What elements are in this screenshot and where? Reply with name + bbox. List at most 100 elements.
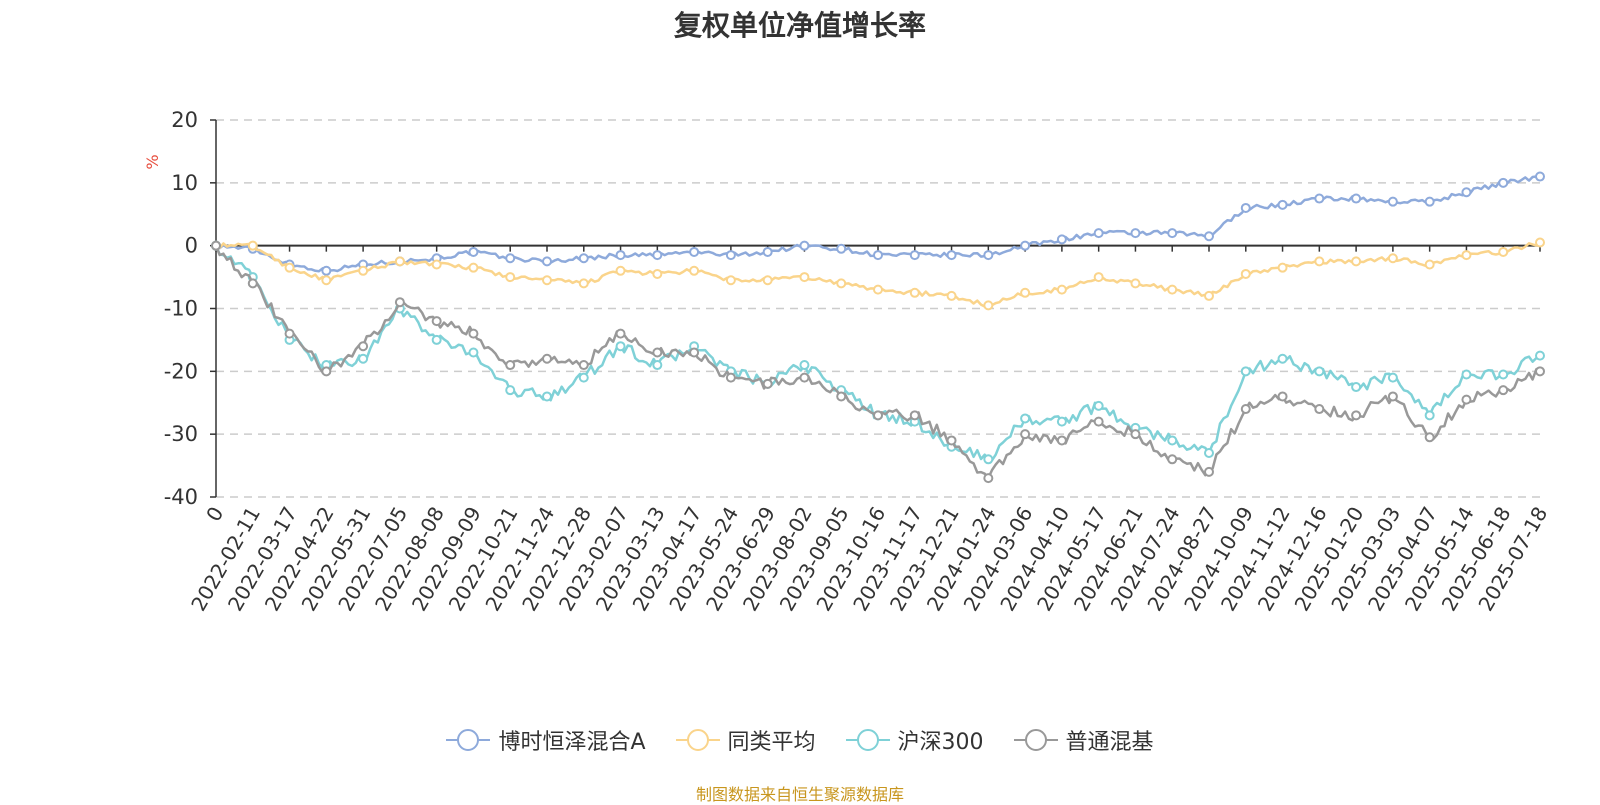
- data-point: [1093, 228, 1104, 239]
- legend-label: 同类平均: [727, 730, 816, 755]
- y-tick-label: -40: [164, 485, 198, 509]
- data-point: [799, 272, 810, 283]
- legend-label: 沪深300: [897, 730, 984, 755]
- data-point: [1498, 369, 1509, 380]
- series-line: [214, 245, 1541, 462]
- data-point: [1314, 366, 1325, 377]
- data-point: [1424, 410, 1435, 421]
- data-point: [946, 290, 957, 301]
- data-point: [1093, 400, 1104, 411]
- data-point: [983, 300, 994, 311]
- y-tick-label: -30: [164, 422, 198, 446]
- grid-layer: [216, 119, 1540, 498]
- data-point: [505, 272, 516, 283]
- data-point: [468, 262, 479, 273]
- y-tick-label: 20: [171, 108, 198, 132]
- data-point: [725, 250, 736, 261]
- data-point: [1056, 435, 1067, 446]
- y-tick-label: -20: [164, 359, 198, 383]
- data-point: [1498, 385, 1509, 396]
- data-point: [542, 391, 552, 402]
- x-tick-label: 0: [201, 503, 228, 526]
- data-point: [358, 341, 369, 352]
- data-point: [652, 347, 663, 358]
- data-point: [394, 297, 405, 308]
- data-point: [1204, 290, 1214, 301]
- data-point: [358, 265, 369, 276]
- series-0: [211, 171, 1545, 276]
- y-tick-label: 10: [171, 171, 198, 195]
- data-point: [873, 410, 883, 421]
- data-point: [358, 353, 369, 364]
- data-point: [689, 265, 700, 276]
- data-point: [1167, 454, 1178, 465]
- data-point: [1461, 369, 1472, 380]
- series-layer: [211, 171, 1545, 484]
- data-point: [578, 360, 589, 371]
- data-point: [1093, 272, 1104, 283]
- data-point: [1277, 199, 1288, 210]
- chart-title: 复权单位净值增长率: [673, 9, 926, 42]
- data-point: [1535, 366, 1545, 377]
- data-point: [1204, 231, 1214, 242]
- data-point: [1351, 193, 1362, 204]
- legend-label: 普通混基: [1065, 730, 1154, 755]
- data-point: [1240, 268, 1251, 279]
- series-3: [211, 240, 1545, 484]
- source-note: 制图数据来自恒生聚源数据库: [695, 785, 904, 804]
- data-point: [247, 278, 258, 289]
- data-point: [468, 328, 479, 339]
- data-point: [284, 328, 295, 339]
- circle-line-icon: [1013, 729, 1058, 751]
- legend-item[interactable]: 同类平均: [675, 724, 816, 756]
- data-point: [1424, 432, 1435, 443]
- data-point: [615, 341, 626, 352]
- data-point: [836, 243, 847, 254]
- data-point: [1020, 240, 1031, 251]
- data-point: [1240, 366, 1251, 377]
- data-point: [1424, 259, 1435, 270]
- data-point: [909, 250, 920, 261]
- legend: 博时恒泽混合A 同类平均 沪深300 普通混基: [0, 724, 1600, 756]
- data-point: [1020, 413, 1031, 424]
- data-point: [247, 240, 258, 251]
- y-tick-label: -10: [164, 297, 198, 321]
- legend-item[interactable]: 博时恒泽混合A: [446, 724, 646, 756]
- data-point: [1535, 171, 1545, 182]
- data-point: [1167, 435, 1178, 446]
- data-point: [211, 240, 221, 251]
- data-point: [1498, 177, 1509, 188]
- data-point: [1277, 391, 1288, 402]
- data-point: [689, 246, 700, 257]
- legend-item[interactable]: 普通混基: [1013, 724, 1154, 756]
- data-point: [689, 347, 700, 358]
- data-point: [615, 328, 626, 339]
- legend-item[interactable]: 沪深300: [845, 724, 984, 756]
- series-2: [211, 240, 1545, 465]
- data-point: [762, 275, 773, 286]
- data-point: [946, 435, 957, 446]
- data-point: [468, 246, 479, 257]
- data-point: [578, 253, 589, 264]
- data-point: [1351, 382, 1362, 393]
- data-point: [468, 347, 479, 358]
- data-point: [725, 372, 736, 383]
- legend-label: 博时恒泽混合A: [498, 730, 646, 755]
- data-point: [1240, 404, 1251, 415]
- data-point: [652, 250, 663, 261]
- data-point: [836, 391, 847, 402]
- data-point: [909, 410, 920, 421]
- circle-line-icon: [446, 729, 491, 751]
- data-point: [1056, 284, 1067, 295]
- data-point: [1387, 196, 1398, 207]
- data-point: [1056, 234, 1067, 245]
- data-point: [1498, 246, 1509, 257]
- data-point: [1351, 410, 1362, 421]
- data-point: [1130, 228, 1141, 239]
- data-point: [873, 250, 883, 261]
- data-point: [1056, 416, 1067, 427]
- data-point: [1424, 196, 1435, 207]
- data-point: [284, 262, 295, 273]
- data-point: [1020, 287, 1031, 298]
